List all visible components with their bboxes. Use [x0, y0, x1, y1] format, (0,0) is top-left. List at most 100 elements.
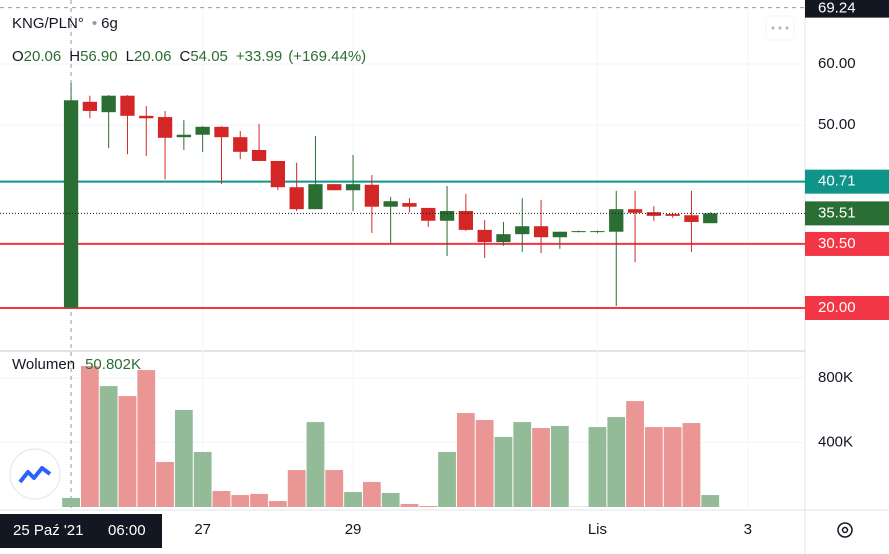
volume-bar — [513, 422, 532, 507]
price-label-box — [805, 231, 889, 256]
candle-body — [270, 160, 286, 188]
volume-bar — [287, 470, 306, 507]
candle-body — [157, 117, 173, 138]
volume-bar — [701, 495, 720, 507]
candle-body — [515, 226, 530, 235]
ohlc-key: L — [126, 48, 134, 65]
candle-body — [101, 95, 116, 113]
interval: 6g — [101, 15, 118, 32]
volume-bar — [588, 427, 607, 507]
candle-body — [646, 212, 661, 216]
ohlc-key: H — [69, 48, 80, 65]
candle-body — [63, 100, 79, 308]
change: +33.99 — [236, 48, 282, 65]
candle-body — [552, 231, 567, 238]
volume-legend: Wolumen 50.802K — [12, 356, 141, 373]
volume-bar — [400, 503, 419, 507]
legend: KNG/PLN° • 6g — [12, 15, 118, 32]
candle-body — [439, 210, 455, 221]
volume-bar — [325, 470, 344, 507]
volume-bar — [456, 413, 475, 507]
volume-bar — [137, 370, 156, 507]
candle-body — [308, 184, 323, 210]
volume-bar — [494, 436, 513, 507]
ohlc-value: 20.06 — [134, 48, 172, 65]
dot — [771, 26, 775, 30]
dot — [778, 26, 782, 30]
ohlc-value: 56.90 — [80, 48, 118, 65]
candle-body — [327, 184, 342, 191]
candle-body — [684, 215, 699, 222]
price-label: 35.51 — [818, 204, 856, 221]
ohlc-legend: O20.06 H56.90 L20.06 C54.05 +33.99 (+169.44%) — [12, 48, 366, 65]
volume-bar — [419, 506, 438, 507]
volume-bar — [644, 427, 663, 507]
ohlc-value: 20.06 — [24, 48, 62, 65]
volume-bar — [626, 401, 644, 507]
gear-center — [841, 526, 849, 534]
price-label-box — [805, 295, 889, 320]
volume-bar — [475, 419, 494, 507]
candle-body — [364, 184, 380, 207]
volume-bar — [306, 422, 325, 507]
volume-tick-label: 800K — [818, 369, 853, 386]
volume-bar — [268, 501, 287, 507]
candle-body — [82, 101, 98, 111]
candle-body — [609, 209, 624, 232]
candle-body — [402, 203, 417, 207]
volume-bar — [62, 497, 80, 507]
candle-body — [289, 187, 304, 210]
volume-name: Wolumen — [12, 356, 75, 373]
crosshair-date: 25 Paź '21 — [13, 522, 83, 539]
volume-bar — [438, 451, 456, 507]
ohlc-value: 54.05 — [190, 48, 228, 65]
x-tick-label: 27 — [194, 521, 211, 538]
volume-bar — [663, 427, 682, 507]
candle-body — [533, 226, 549, 238]
settings-icon[interactable] — [837, 522, 853, 538]
crosshair-price-label: 69.24 — [818, 0, 856, 17]
volume-bar — [344, 491, 362, 507]
logo-icon — [18, 466, 52, 484]
candle-body — [139, 115, 154, 119]
marks — [0, 0, 805, 510]
volume-bar — [212, 491, 231, 507]
candle-body — [195, 126, 210, 135]
ohlc-key: O — [12, 48, 24, 65]
volume-bar — [532, 428, 550, 507]
crosshair-date-box — [0, 514, 162, 548]
candle-body — [665, 214, 680, 216]
candle-body — [176, 134, 192, 138]
x-tick-label: Lis — [588, 521, 607, 538]
x-tick-label: 3 — [744, 521, 752, 538]
y-tick-label: 50.00 — [818, 116, 856, 133]
separator-dot: • — [92, 15, 97, 32]
volume-bar — [231, 495, 250, 507]
volume-bar — [80, 366, 99, 507]
candle-body — [477, 229, 492, 243]
candle-body — [383, 201, 398, 207]
price-label-box — [805, 169, 889, 194]
price-label: 40.71 — [818, 173, 856, 190]
menu-button[interactable] — [765, 15, 795, 41]
volume-tick-label: 400K — [818, 433, 853, 450]
price-label: 30.50 — [818, 235, 856, 252]
volume-bar — [250, 493, 268, 507]
volume-bar — [174, 409, 193, 507]
gear[interactable] — [837, 522, 853, 538]
volume-bar — [193, 451, 212, 507]
logo[interactable] — [9, 448, 61, 500]
candle-body — [120, 95, 135, 116]
ohlc-key: C — [180, 48, 191, 65]
change-pct: (+169.44%) — [288, 48, 366, 65]
volume-bar — [156, 461, 174, 507]
candle-body — [590, 231, 605, 233]
volume-bar — [99, 386, 118, 507]
volume-bar — [682, 423, 701, 507]
candle-body — [571, 231, 586, 233]
volume-bar — [381, 492, 400, 507]
price-label: 20.00 — [818, 299, 856, 316]
volume-bar — [550, 425, 569, 507]
